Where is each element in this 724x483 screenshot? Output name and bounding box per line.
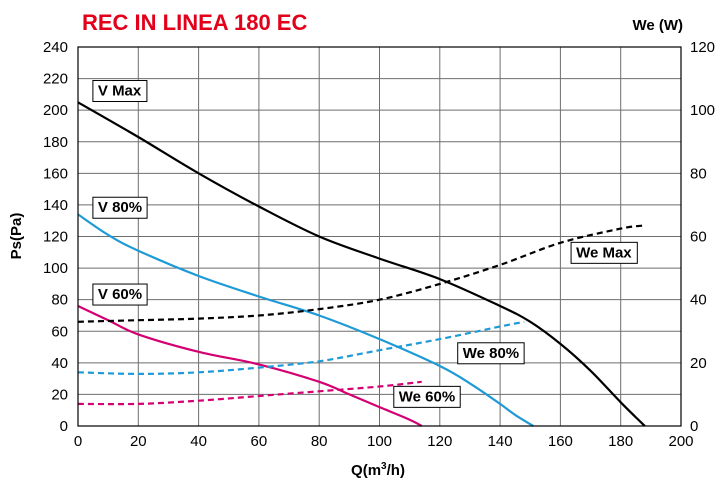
y-tick-label: 20	[51, 386, 68, 403]
series-label-box	[92, 80, 148, 103]
series-labels: V Max V 80% V 60% We Max We 80% We 60%	[92, 80, 638, 408]
x-tick-label: 20	[130, 433, 147, 450]
x-tick-label: 200	[668, 433, 693, 450]
x-tick-label: 40	[190, 433, 207, 450]
y2-tick-label: 120	[690, 39, 715, 56]
x-tick-label: 0	[74, 433, 82, 450]
tick-labels: 0 20 40 60 80 100 120 140 160 180 2000204060801001…	[43, 39, 715, 450]
x-tick-label: 100	[367, 433, 392, 450]
x-axis-title-sup: 3	[381, 461, 387, 472]
series-label: V Max	[92, 80, 148, 103]
y2-tick-label: 20	[690, 355, 707, 372]
series-label-box	[570, 241, 638, 264]
y2-tick-label: 100	[690, 102, 715, 119]
y-tick-label: 200	[43, 102, 68, 119]
y2-tick-label: 40	[690, 292, 707, 309]
y2-tick-label: 60	[690, 229, 707, 246]
series-label-text: V 80%	[98, 199, 142, 216]
y-tick-label: 240	[43, 39, 68, 56]
series-label-text: V Max	[98, 83, 142, 100]
series-label-box	[92, 196, 148, 219]
grid	[77, 46, 682, 427]
series-label-box	[457, 342, 525, 365]
plot-border	[77, 46, 682, 427]
y-tick-label: 80	[51, 292, 68, 309]
series-label-text: V 60%	[98, 286, 142, 303]
x-axis-title-tail: /h)	[387, 462, 405, 479]
series-label-box	[92, 283, 148, 306]
y-tick-label: 180	[43, 134, 68, 151]
x-tick-label: 160	[548, 433, 573, 450]
series-label: We Max	[570, 241, 638, 264]
y-tick-label: 140	[43, 197, 68, 214]
y-tick-label: 220	[43, 71, 68, 88]
x-tick-label: 140	[488, 433, 513, 450]
series-line-we-60-	[77, 380, 422, 406]
y-tick-label: 100	[43, 260, 68, 277]
x-axis-title-main: Q(m	[351, 462, 381, 479]
series-line-v-60-	[77, 305, 423, 427]
y-axis-title: Ps(Pa)	[8, 213, 25, 260]
series-line-v-max	[77, 101, 646, 427]
x-axis-title: Q(m3/h)	[351, 461, 405, 479]
series-label: V 60%	[92, 283, 148, 306]
x-tick-label: 80	[311, 433, 328, 450]
series-label-text: We Max	[576, 244, 632, 261]
x-tick-label: 180	[608, 433, 633, 450]
plot-frame	[77, 46, 682, 427]
series-label: We 80%	[457, 342, 525, 365]
series-line-v-80-	[77, 213, 534, 427]
series-line-we-80-	[77, 320, 525, 375]
y-tick-label: 160	[43, 165, 68, 182]
chart-title: REC IN LINEA 180 EC	[82, 10, 307, 35]
series-label: V 80%	[92, 196, 148, 219]
x-tick-label: 60	[251, 433, 268, 450]
y-tick-label: 120	[43, 229, 68, 246]
y-tick-label: 40	[51, 355, 68, 372]
series-line-we-max	[77, 224, 645, 323]
y-tick-label: 60	[51, 323, 68, 340]
series-lines	[77, 101, 646, 427]
y2-tick-label: 80	[690, 165, 707, 182]
y-tick-label: 0	[60, 418, 68, 435]
y2-tick-label: 0	[690, 418, 698, 435]
x-tick-label: 120	[427, 433, 452, 450]
series-label-text: We 60%	[399, 388, 455, 405]
series-label-text: We 80%	[463, 345, 519, 362]
series-label: We 60%	[393, 385, 461, 408]
series-label-box	[393, 385, 461, 408]
y2-axis-title: We (W)	[632, 17, 683, 34]
